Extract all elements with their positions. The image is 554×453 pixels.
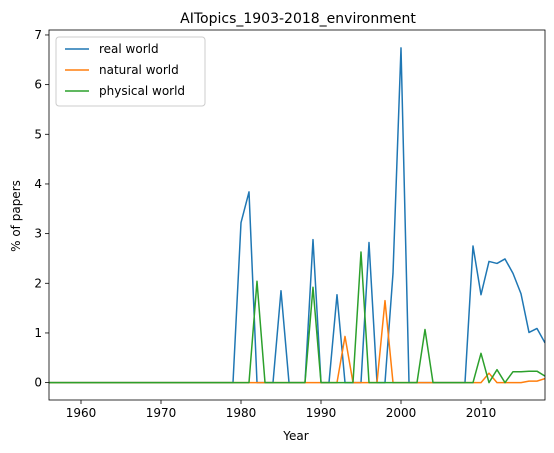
x-tick-label: 1980: [226, 406, 257, 420]
x-tick-label: 1970: [146, 406, 177, 420]
legend: real world natural world physical world: [56, 37, 205, 106]
y-tick-label: 6: [34, 78, 42, 92]
x-tick-label: 2000: [386, 406, 417, 420]
x-tick-label: 2010: [466, 406, 497, 420]
x-tick-label: 1960: [66, 406, 97, 420]
y-axis: 0 1 2 3 4 5 6 7: [34, 28, 49, 390]
legend-label: physical world: [99, 84, 185, 98]
y-tick-label: 1: [34, 326, 42, 340]
x-tick-label: 1990: [306, 406, 337, 420]
series-line-physical-world: [49, 252, 545, 383]
legend-label: real world: [99, 42, 159, 56]
y-tick-label: 4: [34, 177, 42, 191]
y-tick-label: 0: [34, 376, 42, 390]
series-line-natural-world: [49, 301, 545, 383]
chart-title: AITopics_1903-2018_environment: [180, 11, 416, 27]
y-tick-label: 3: [34, 227, 42, 241]
y-tick-label: 7: [34, 28, 42, 42]
y-tick-label: 2: [34, 276, 42, 290]
legend-label: natural world: [99, 63, 179, 77]
y-axis-label: % of papers: [9, 180, 23, 252]
x-axis: 1960 1970 1980 1990 2000 2010: [66, 400, 497, 420]
x-axis-label: Year: [282, 429, 308, 443]
y-tick-label: 5: [34, 127, 42, 141]
